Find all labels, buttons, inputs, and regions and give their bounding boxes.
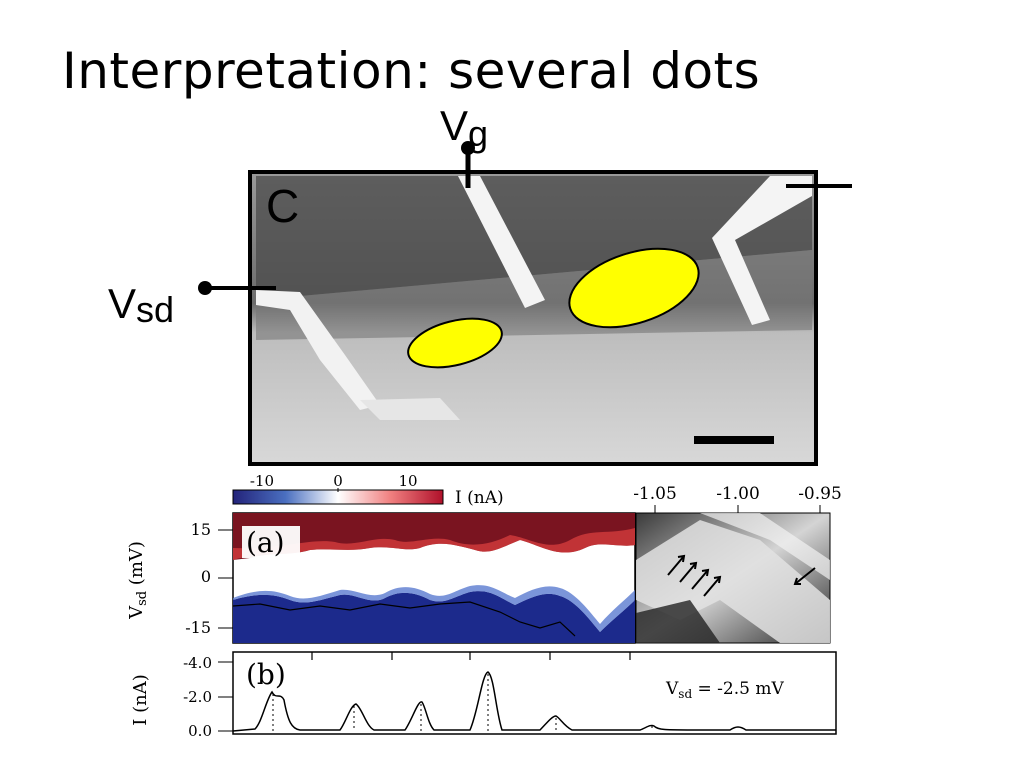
heatmap-red-edge — [233, 528, 635, 560]
panel-a-ytick: -15 — [185, 618, 211, 637]
panel-a-ytick: 15 — [191, 520, 211, 539]
slide-title: Interpretation: several dots — [62, 42, 761, 100]
afm-left-pad — [360, 398, 460, 420]
panel-b-ylabel: I (nA) — [130, 674, 151, 725]
gate-terminal: Vg — [440, 102, 488, 188]
afm-panel-label: C — [266, 180, 299, 232]
afm-image: C — [248, 170, 818, 466]
quantum-dot-large — [568, 247, 700, 329]
panel-b-top-ticks — [311, 652, 631, 660]
inset-arrows — [667, 554, 816, 597]
heatmap-dark-trace — [232, 601, 576, 637]
quantum-dot-small — [407, 317, 503, 369]
colorbar-tick: -10 — [250, 472, 274, 490]
panel-b-label: (b) — [246, 658, 286, 691]
afm-dark-band — [256, 176, 812, 300]
panel-a-label: (a) — [246, 526, 285, 559]
panel-b-ytick: -4.0 — [183, 654, 212, 672]
panel-b-peak-lines — [272, 674, 653, 731]
gate-label: Vg — [440, 102, 488, 154]
afm-gate-lead — [458, 176, 545, 308]
panel-b-trace — [232, 671, 836, 732]
colorbar-tick: 10 — [398, 472, 417, 490]
inset-xtick: -1.05 — [633, 484, 677, 504]
scale-bar — [694, 436, 774, 444]
inset-xtick: -1.00 — [716, 484, 760, 504]
colorbar-tick: 0 — [333, 472, 343, 490]
colorbar-label: I (nA) — [455, 488, 504, 508]
inset-image: -1.05 -1.00 -0.95 — [633, 484, 842, 644]
afm-right-lead — [712, 176, 812, 325]
panel-a-ytick: 0 — [201, 567, 211, 586]
inset-xtick: -0.95 — [798, 484, 842, 504]
panel-a-ylabel: Vsd (mV) — [126, 541, 150, 620]
afm-left-lead — [256, 290, 380, 410]
heatmap-blue-region — [233, 591, 635, 643]
panel-b: (b) -4.0 -2.0 0.0 I (nA) Vsd = -2.5 mV — [130, 651, 837, 740]
panel-b-annotation: Vsd = -2.5 mV — [665, 679, 784, 701]
colorbar: -10 0 10 I (nA) — [232, 472, 504, 508]
sd-terminal: Vsd — [108, 280, 276, 330]
panel-b-ytick: 0.0 — [188, 722, 212, 740]
panel-b-ytick: -2.0 — [183, 688, 212, 706]
panel-a: (a) 15 0 -15 Vsd (mV) — [126, 512, 636, 644]
sd-label: Vsd — [108, 280, 174, 330]
